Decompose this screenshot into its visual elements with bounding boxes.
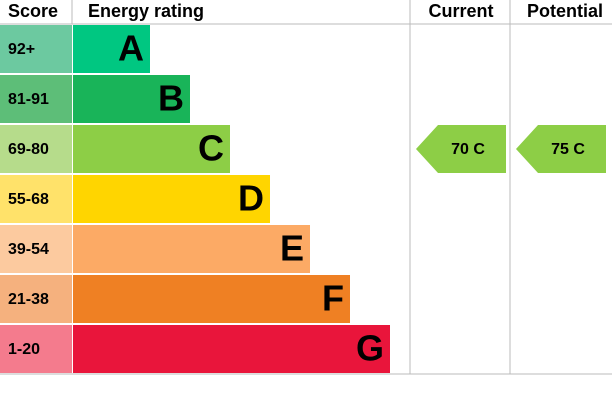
- band-letter: C: [198, 128, 224, 169]
- rating-arrow: [516, 125, 606, 173]
- header-potential: Potential: [527, 1, 603, 21]
- score-label: 21-38: [8, 291, 49, 308]
- header-current: Current: [428, 1, 493, 21]
- rating-arrow-label: 75 C: [551, 141, 585, 158]
- band-letter: E: [280, 228, 304, 269]
- score-label: 1-20: [8, 341, 40, 358]
- rating-bar: [73, 325, 390, 373]
- score-cell: [0, 275, 72, 323]
- score-cell: [0, 175, 72, 223]
- band-letter: F: [322, 278, 344, 319]
- score-label: 55-68: [8, 191, 49, 208]
- header-energy-rating: Energy rating: [88, 1, 204, 21]
- score-label: 39-54: [8, 241, 49, 258]
- band-letter: G: [356, 328, 384, 369]
- rating-bar: [73, 225, 310, 273]
- score-cell: [0, 125, 72, 173]
- rating-arrow: [416, 125, 506, 173]
- rating-arrow-label: 70 C: [451, 141, 485, 158]
- rating-bar: [73, 75, 190, 123]
- score-cell: [0, 25, 72, 73]
- score-label: 92+: [8, 41, 35, 58]
- score-label: 81-91: [8, 91, 49, 108]
- rating-bar: [73, 175, 270, 223]
- band-letter: B: [158, 78, 184, 119]
- score-cell: [0, 225, 72, 273]
- rating-bar: [73, 125, 230, 173]
- band-letter: A: [118, 28, 144, 69]
- score-label: 69-80: [8, 141, 49, 158]
- band-letter: D: [238, 178, 264, 219]
- rating-bar: [73, 275, 350, 323]
- score-cell: [0, 325, 72, 373]
- header-score: Score: [8, 1, 58, 21]
- rating-bar: [73, 25, 150, 73]
- score-cell: [0, 75, 72, 123]
